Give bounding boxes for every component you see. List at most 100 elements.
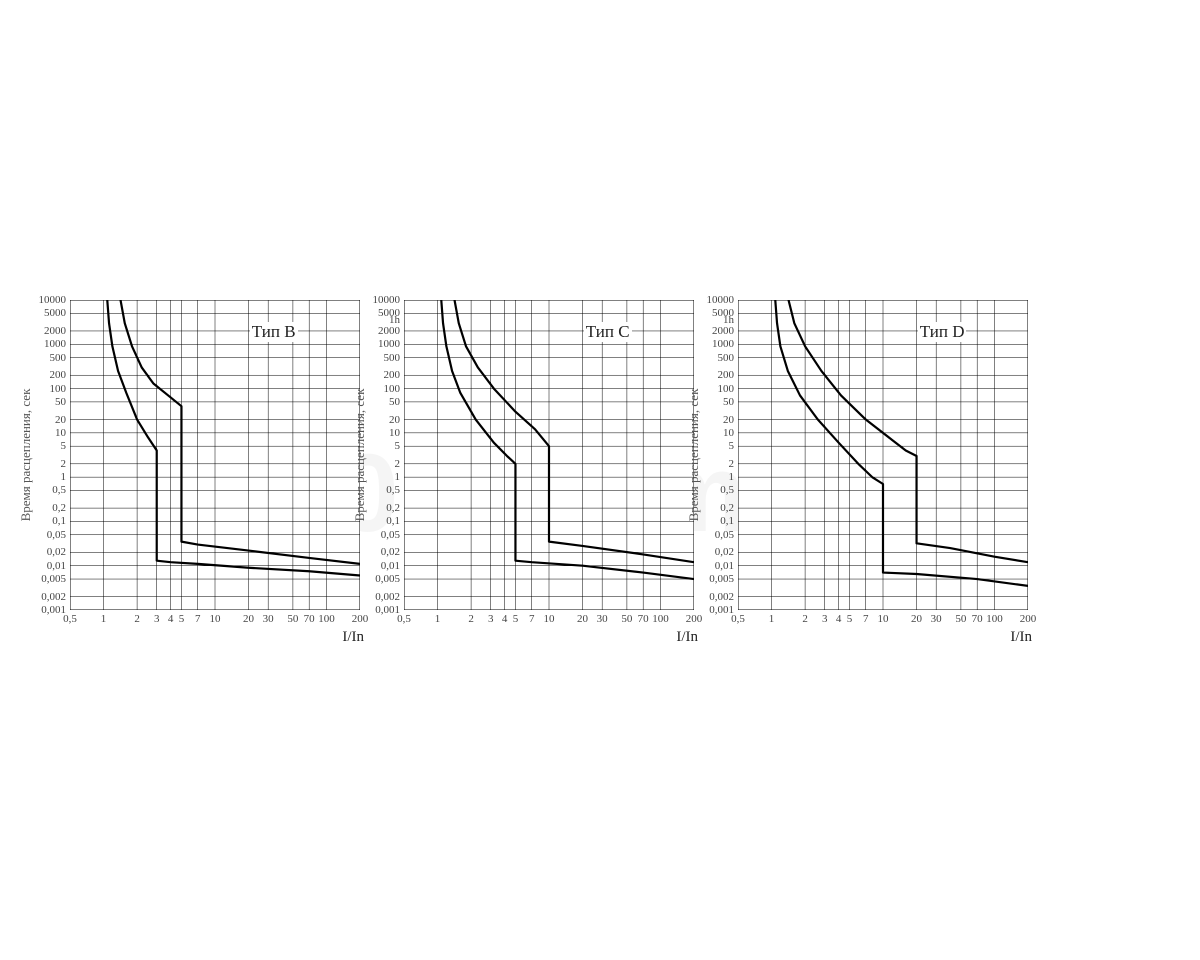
- x-tick-label: 70: [304, 613, 315, 625]
- trip-curve-lower: [107, 300, 360, 576]
- x-tick-label: 0,5: [63, 613, 77, 625]
- y-tick-label: 50: [389, 396, 400, 408]
- y-tick-label: 0,02: [715, 546, 734, 558]
- x-axis-label: I/In: [1010, 629, 1032, 646]
- y-tick-label: 1000: [44, 338, 66, 350]
- y-tick-label: 50: [55, 396, 66, 408]
- x-tick-label: 10: [878, 613, 889, 625]
- y-tick-label: 0,01: [715, 560, 734, 572]
- y-tick-label: 0,1: [386, 515, 400, 527]
- trip-curve-upper: [789, 300, 1028, 562]
- x-tick-label: 5: [513, 613, 519, 625]
- x-tick-label: 20: [577, 613, 588, 625]
- x-tick-label: 20: [243, 613, 254, 625]
- y-tick-label: 2000: [712, 325, 734, 337]
- x-tick-label: 7: [195, 613, 201, 625]
- y-tick-label: 100: [718, 383, 735, 395]
- y-tick-label: 0,5: [386, 484, 400, 496]
- y-tick-label: 0,01: [47, 560, 66, 572]
- x-tick-label: 200: [1020, 613, 1037, 625]
- trip-curve-lower: [775, 300, 1028, 586]
- y-tick-label: 200: [50, 369, 67, 381]
- x-tick-label: 200: [352, 613, 369, 625]
- x-tick-label: 2: [134, 613, 140, 625]
- y-tick-label: 0,5: [720, 484, 734, 496]
- x-tick-label: 20: [911, 613, 922, 625]
- y-tick-label: 200: [384, 369, 401, 381]
- trip-curve-lower: [441, 300, 694, 579]
- x-tick-label: 5: [179, 613, 185, 625]
- x-tick-label: 100: [318, 613, 335, 625]
- y-tick-label: 0,005: [41, 573, 66, 585]
- y-tick-label: 20: [723, 414, 734, 426]
- x-tick-label: 2: [802, 613, 808, 625]
- y-tick-label: 0,05: [47, 529, 66, 541]
- x-tick-label: 1: [769, 613, 775, 625]
- y-tick-label: 0,02: [381, 546, 400, 558]
- y-tick-label: 0,002: [41, 591, 66, 603]
- chart-panel-2: Время расцепления, секI/In0,0010,0020,00…: [738, 300, 1028, 610]
- y-tick-label: 500: [384, 352, 401, 364]
- y-tick-label: 5: [61, 440, 67, 452]
- x-tick-label: 10: [544, 613, 555, 625]
- x-tick-label: 70: [638, 613, 649, 625]
- y-tick-label: 0,2: [52, 502, 66, 514]
- chart-svg: [738, 300, 1028, 610]
- y-tick-label: 0,01: [381, 560, 400, 572]
- y-tick-label: 1: [395, 471, 401, 483]
- y-tick-label: 5000: [44, 307, 66, 319]
- x-tick-label: 7: [529, 613, 535, 625]
- x-tick-label: 0,5: [397, 613, 411, 625]
- x-tick-label: 50: [287, 613, 298, 625]
- trip-curve-upper: [455, 300, 694, 562]
- chart-svg: [404, 300, 694, 610]
- y-tick-label: 0,1: [52, 515, 66, 527]
- y-axis-label: Время расцепления, сек: [686, 389, 702, 522]
- x-tick-label: 4: [502, 613, 508, 625]
- y-tick-label: 0,005: [709, 573, 734, 585]
- x-tick-label: 3: [154, 613, 160, 625]
- y-tick-label: 0,05: [381, 529, 400, 541]
- y-tick-label: 2: [729, 458, 735, 470]
- x-tick-label: 30: [931, 613, 942, 625]
- y-axis-label: Время расцепления, сек: [352, 389, 368, 522]
- y-tick-label: 1000: [712, 338, 734, 350]
- y-tick-label: 1000: [378, 338, 400, 350]
- chart-svg: [70, 300, 360, 610]
- y-tick-label: 5: [729, 440, 735, 452]
- y-tick-label: 0,002: [375, 591, 400, 603]
- x-axis-label: I/In: [342, 629, 364, 646]
- x-tick-label: 1: [101, 613, 107, 625]
- y-tick-label: 10: [389, 427, 400, 439]
- y-tick-label: 0,2: [386, 502, 400, 514]
- y-tick-label: 20: [55, 414, 66, 426]
- chart-title: Тип B: [250, 322, 298, 342]
- y-tick-label: 0,1: [720, 515, 734, 527]
- x-tick-label: 0,5: [731, 613, 745, 625]
- x-tick-label: 2: [468, 613, 474, 625]
- y-tick-label: 2: [395, 458, 401, 470]
- y-tick-label: 0,002: [709, 591, 734, 603]
- y-tick-label: 0,02: [47, 546, 66, 558]
- y-tick-label: 500: [50, 352, 67, 364]
- y-tick-label-1h: 1h: [723, 314, 734, 326]
- y-tick-label-1h: 1h: [389, 314, 400, 326]
- x-tick-label: 50: [621, 613, 632, 625]
- x-tick-label: 100: [652, 613, 669, 625]
- x-tick-label: 5: [847, 613, 853, 625]
- y-tick-label: 500: [718, 352, 735, 364]
- x-tick-label: 30: [263, 613, 274, 625]
- chart-title: Тип C: [584, 322, 632, 342]
- chart-title: Тип D: [918, 322, 967, 342]
- x-tick-label: 10: [210, 613, 221, 625]
- x-axis-label: I/In: [676, 629, 698, 646]
- y-tick-label: 10000: [39, 294, 67, 306]
- x-tick-label: 30: [597, 613, 608, 625]
- y-tick-label: 5: [395, 440, 401, 452]
- x-tick-label: 1: [435, 613, 441, 625]
- x-tick-label: 4: [168, 613, 174, 625]
- y-tick-label: 50: [723, 396, 734, 408]
- x-tick-label: 3: [488, 613, 494, 625]
- x-tick-label: 4: [836, 613, 842, 625]
- y-tick-label: 10000: [373, 294, 401, 306]
